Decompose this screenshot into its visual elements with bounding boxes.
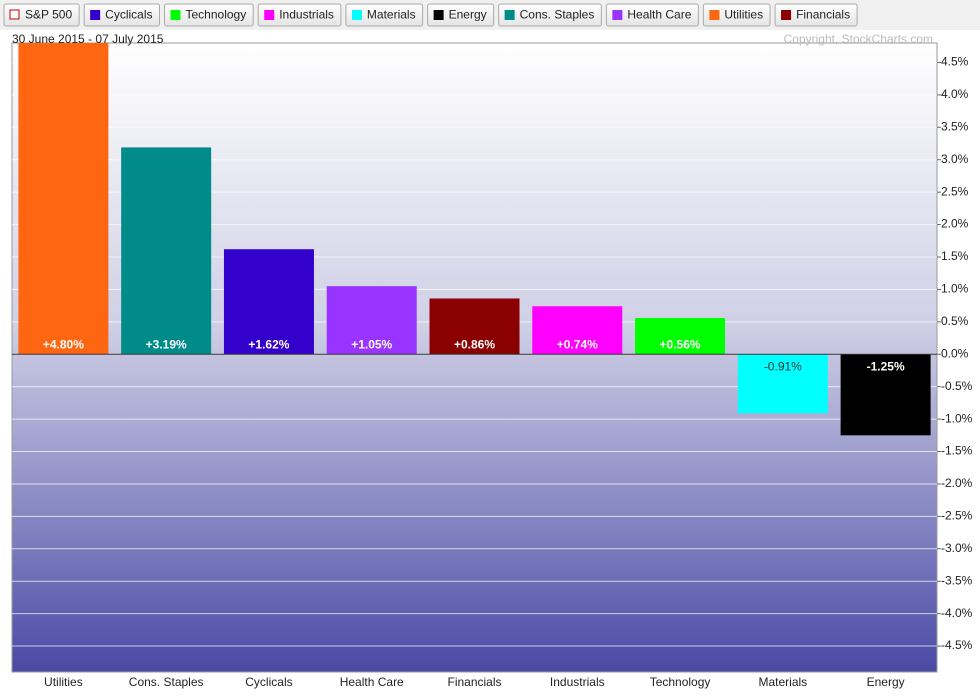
y-tick-label: -2.0% — [941, 476, 973, 490]
legend-label[interactable]: Financials — [796, 8, 850, 22]
legend-swatch[interactable] — [709, 10, 720, 20]
y-tick-label: 4.5% — [941, 55, 969, 69]
y-tick-label: -4.0% — [941, 606, 973, 620]
bar — [18, 43, 109, 355]
legend-button[interactable] — [83, 3, 160, 27]
value-label: +4.80% — [43, 337, 84, 351]
bar — [121, 147, 212, 355]
x-tick-label: Health Care — [340, 675, 404, 689]
value-label: +0.86% — [454, 337, 495, 351]
value-label: +1.05% — [351, 337, 392, 351]
legend-button[interactable] — [498, 3, 602, 27]
legend-swatch[interactable] — [9, 9, 20, 20]
x-tick-label: Technology — [650, 675, 711, 689]
bar — [635, 317, 726, 355]
bar — [223, 249, 314, 355]
legend-swatch[interactable] — [612, 10, 623, 20]
bar — [532, 306, 623, 355]
y-tick-label: -0.5% — [941, 379, 973, 393]
y-tick-label: 1.0% — [941, 282, 969, 296]
legend-swatch[interactable] — [433, 10, 444, 20]
legend-label[interactable]: Energy — [449, 8, 487, 22]
legend-swatch[interactable] — [264, 10, 275, 20]
legend-swatch[interactable] — [90, 10, 101, 20]
y-tick-label: 3.5% — [941, 119, 969, 133]
x-tick-label: Materials — [758, 675, 807, 689]
y-tick-label: -4.5% — [941, 638, 973, 652]
value-label: +1.62% — [248, 337, 289, 351]
legend-button[interactable] — [702, 3, 771, 27]
y-tick-label: 0.5% — [941, 314, 969, 328]
value-label: +3.19% — [146, 337, 187, 351]
y-tick-label: 3.0% — [941, 152, 969, 166]
legend-swatch[interactable] — [504, 10, 515, 20]
legend-label[interactable]: Health Care — [627, 8, 691, 22]
y-tick-label: 1.5% — [941, 249, 969, 263]
y-tick-label: -3.5% — [941, 573, 973, 587]
x-tick-label: Cons. Staples — [129, 675, 204, 689]
legend-button[interactable] — [605, 3, 699, 27]
y-tick-label: 0.0% — [941, 346, 969, 360]
legend-button[interactable] — [427, 3, 495, 27]
value-label: -1.25% — [867, 359, 905, 373]
x-tick-label: Industrials — [550, 675, 605, 689]
legend-label[interactable]: Cons. Staples — [520, 8, 595, 22]
legend-swatch[interactable] — [781, 10, 792, 20]
y-tick-label: -1.5% — [941, 444, 973, 458]
legend-label[interactable]: S&P 500 — [25, 8, 72, 22]
legend-button[interactable] — [774, 3, 858, 27]
legend-button[interactable] — [345, 3, 424, 27]
legend-label[interactable]: Materials — [367, 8, 416, 22]
value-label: +0.74% — [557, 337, 598, 351]
legend-label[interactable]: Utilities — [724, 8, 763, 22]
bar — [737, 354, 828, 414]
bar — [429, 298, 520, 355]
y-tick-label: 2.5% — [941, 184, 969, 198]
y-tick-label: 2.0% — [941, 217, 969, 231]
bar — [326, 286, 417, 355]
legend-label[interactable]: Cyclicals — [105, 8, 152, 22]
y-tick-label: -3.0% — [941, 541, 973, 555]
legend-label[interactable]: Industrials — [279, 8, 334, 22]
legend-swatch[interactable] — [351, 10, 362, 20]
y-tick-label: -1.0% — [941, 411, 973, 425]
x-tick-label: Energy — [867, 675, 905, 689]
y-tick-label: -2.5% — [941, 509, 973, 523]
legend-button[interactable] — [164, 3, 254, 27]
value-label: +0.56% — [660, 337, 701, 351]
value-label: -0.91% — [764, 359, 802, 373]
copyright: Copyright, StockCharts.com — [784, 32, 933, 46]
y-tick-label: 4.0% — [941, 87, 969, 101]
x-tick-label: Utilities — [44, 675, 83, 689]
legend-swatch[interactable] — [170, 10, 181, 20]
legend-button[interactable] — [3, 3, 80, 27]
legend-label[interactable]: Technology — [186, 8, 247, 22]
subtitle: 30 June 2015 - 07 July 2015 — [12, 32, 164, 46]
legend-button[interactable] — [257, 3, 342, 27]
x-tick-label: Cyclicals — [245, 675, 292, 689]
x-tick-label: Financials — [447, 675, 501, 689]
bar — [840, 354, 931, 436]
